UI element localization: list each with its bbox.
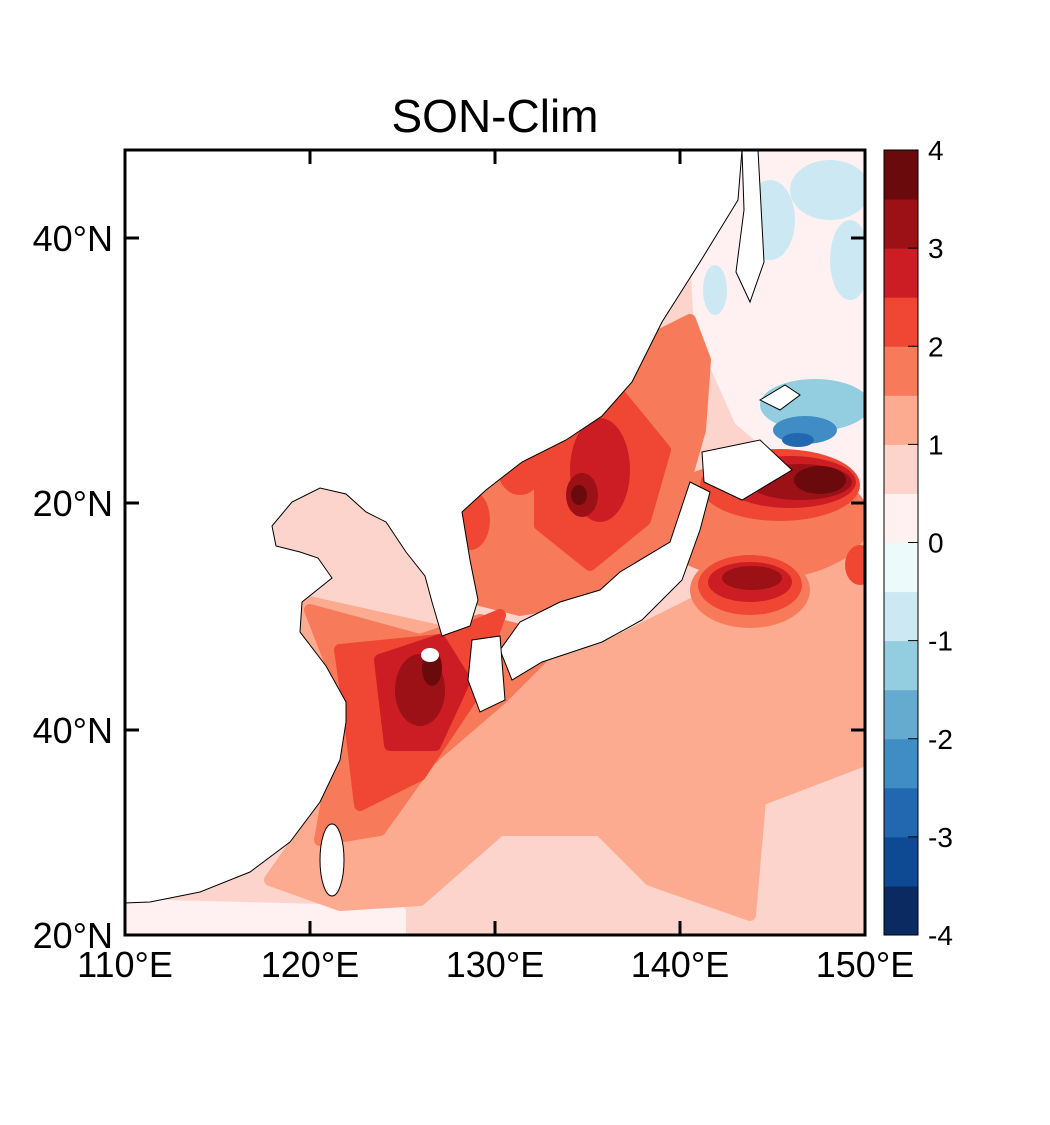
colorbar-bin: [884, 836, 918, 887]
colorbar-bin: [884, 542, 918, 593]
colorbar-bin: [884, 640, 918, 691]
contour-region: [125, 899, 406, 935]
contour-region: [703, 265, 727, 315]
y-axis: 20°N 40°N 20°N 40°N: [33, 218, 865, 956]
colorbar-tick-label: 2: [928, 331, 944, 362]
land-kuril: [758, 384, 801, 411]
colorbar-bin: [884, 297, 918, 347]
contour-region: [794, 466, 846, 494]
colorbar-tick-label: -4: [928, 920, 953, 951]
land-sakhalin: [735, 150, 765, 304]
colorbar-bin: [884, 199, 918, 249]
colorbar-tick-label: 1: [928, 429, 944, 460]
chart-title: SON-Clim: [392, 90, 599, 142]
colorbar-bin: [884, 885, 918, 936]
land-mainland: [125, 150, 743, 904]
colorbar-bin: [884, 150, 918, 200]
colorbar-bin: [884, 738, 918, 789]
colorbar-bin: [884, 395, 918, 445]
contour-region: [722, 566, 782, 590]
colorbar-bin: [884, 444, 918, 494]
colorbar-bin: [884, 248, 918, 298]
colorbar-bin: [884, 689, 918, 740]
colorbar-tick-label: -3: [928, 822, 953, 853]
contour-region: [571, 485, 587, 505]
colorbar-bin: [884, 493, 918, 543]
colorbar-tick-label: 3: [928, 233, 944, 264]
x-tick-label: 140°E: [631, 944, 729, 985]
contour-region: [830, 220, 865, 300]
contour-region: [790, 160, 865, 220]
land-hokkaido: [701, 439, 793, 501]
colorbar-bin: [884, 787, 918, 838]
contour-region: [782, 433, 814, 447]
x-tick-label: 110°E: [77, 944, 173, 985]
colorbar-tick-label: 4: [928, 135, 944, 166]
y-tick-label: 40°N: [33, 710, 113, 751]
land-mask: [125, 150, 801, 904]
land-honshu: [499, 481, 711, 681]
y-tick-label: 20°N: [33, 483, 113, 524]
x-tick-label: 120°E: [261, 944, 359, 985]
colorbar-tick-label: -1: [928, 626, 953, 657]
y-tick-label: 20°N: [33, 915, 113, 956]
x-tick-label: 150°E: [816, 944, 914, 985]
contour-region: [845, 545, 865, 585]
colorbar: 4 3 2 1 0 -1 -2 -3 -4: [883, 135, 953, 951]
colorbar-tick-label: -2: [928, 724, 953, 755]
contour-region: [421, 648, 439, 662]
x-tick-label: 130°E: [446, 944, 544, 985]
colorbar-bin: [884, 346, 918, 396]
colorbar-bin: [884, 591, 918, 642]
land-kyushu: [467, 635, 506, 713]
colorbar-tick-label: 0: [928, 528, 944, 559]
y-tick-label: 40°N: [33, 218, 113, 259]
land-taiwan: [319, 823, 345, 897]
x-axis: 110°E 120°E 130°E 140°E 150°E: [77, 150, 914, 985]
